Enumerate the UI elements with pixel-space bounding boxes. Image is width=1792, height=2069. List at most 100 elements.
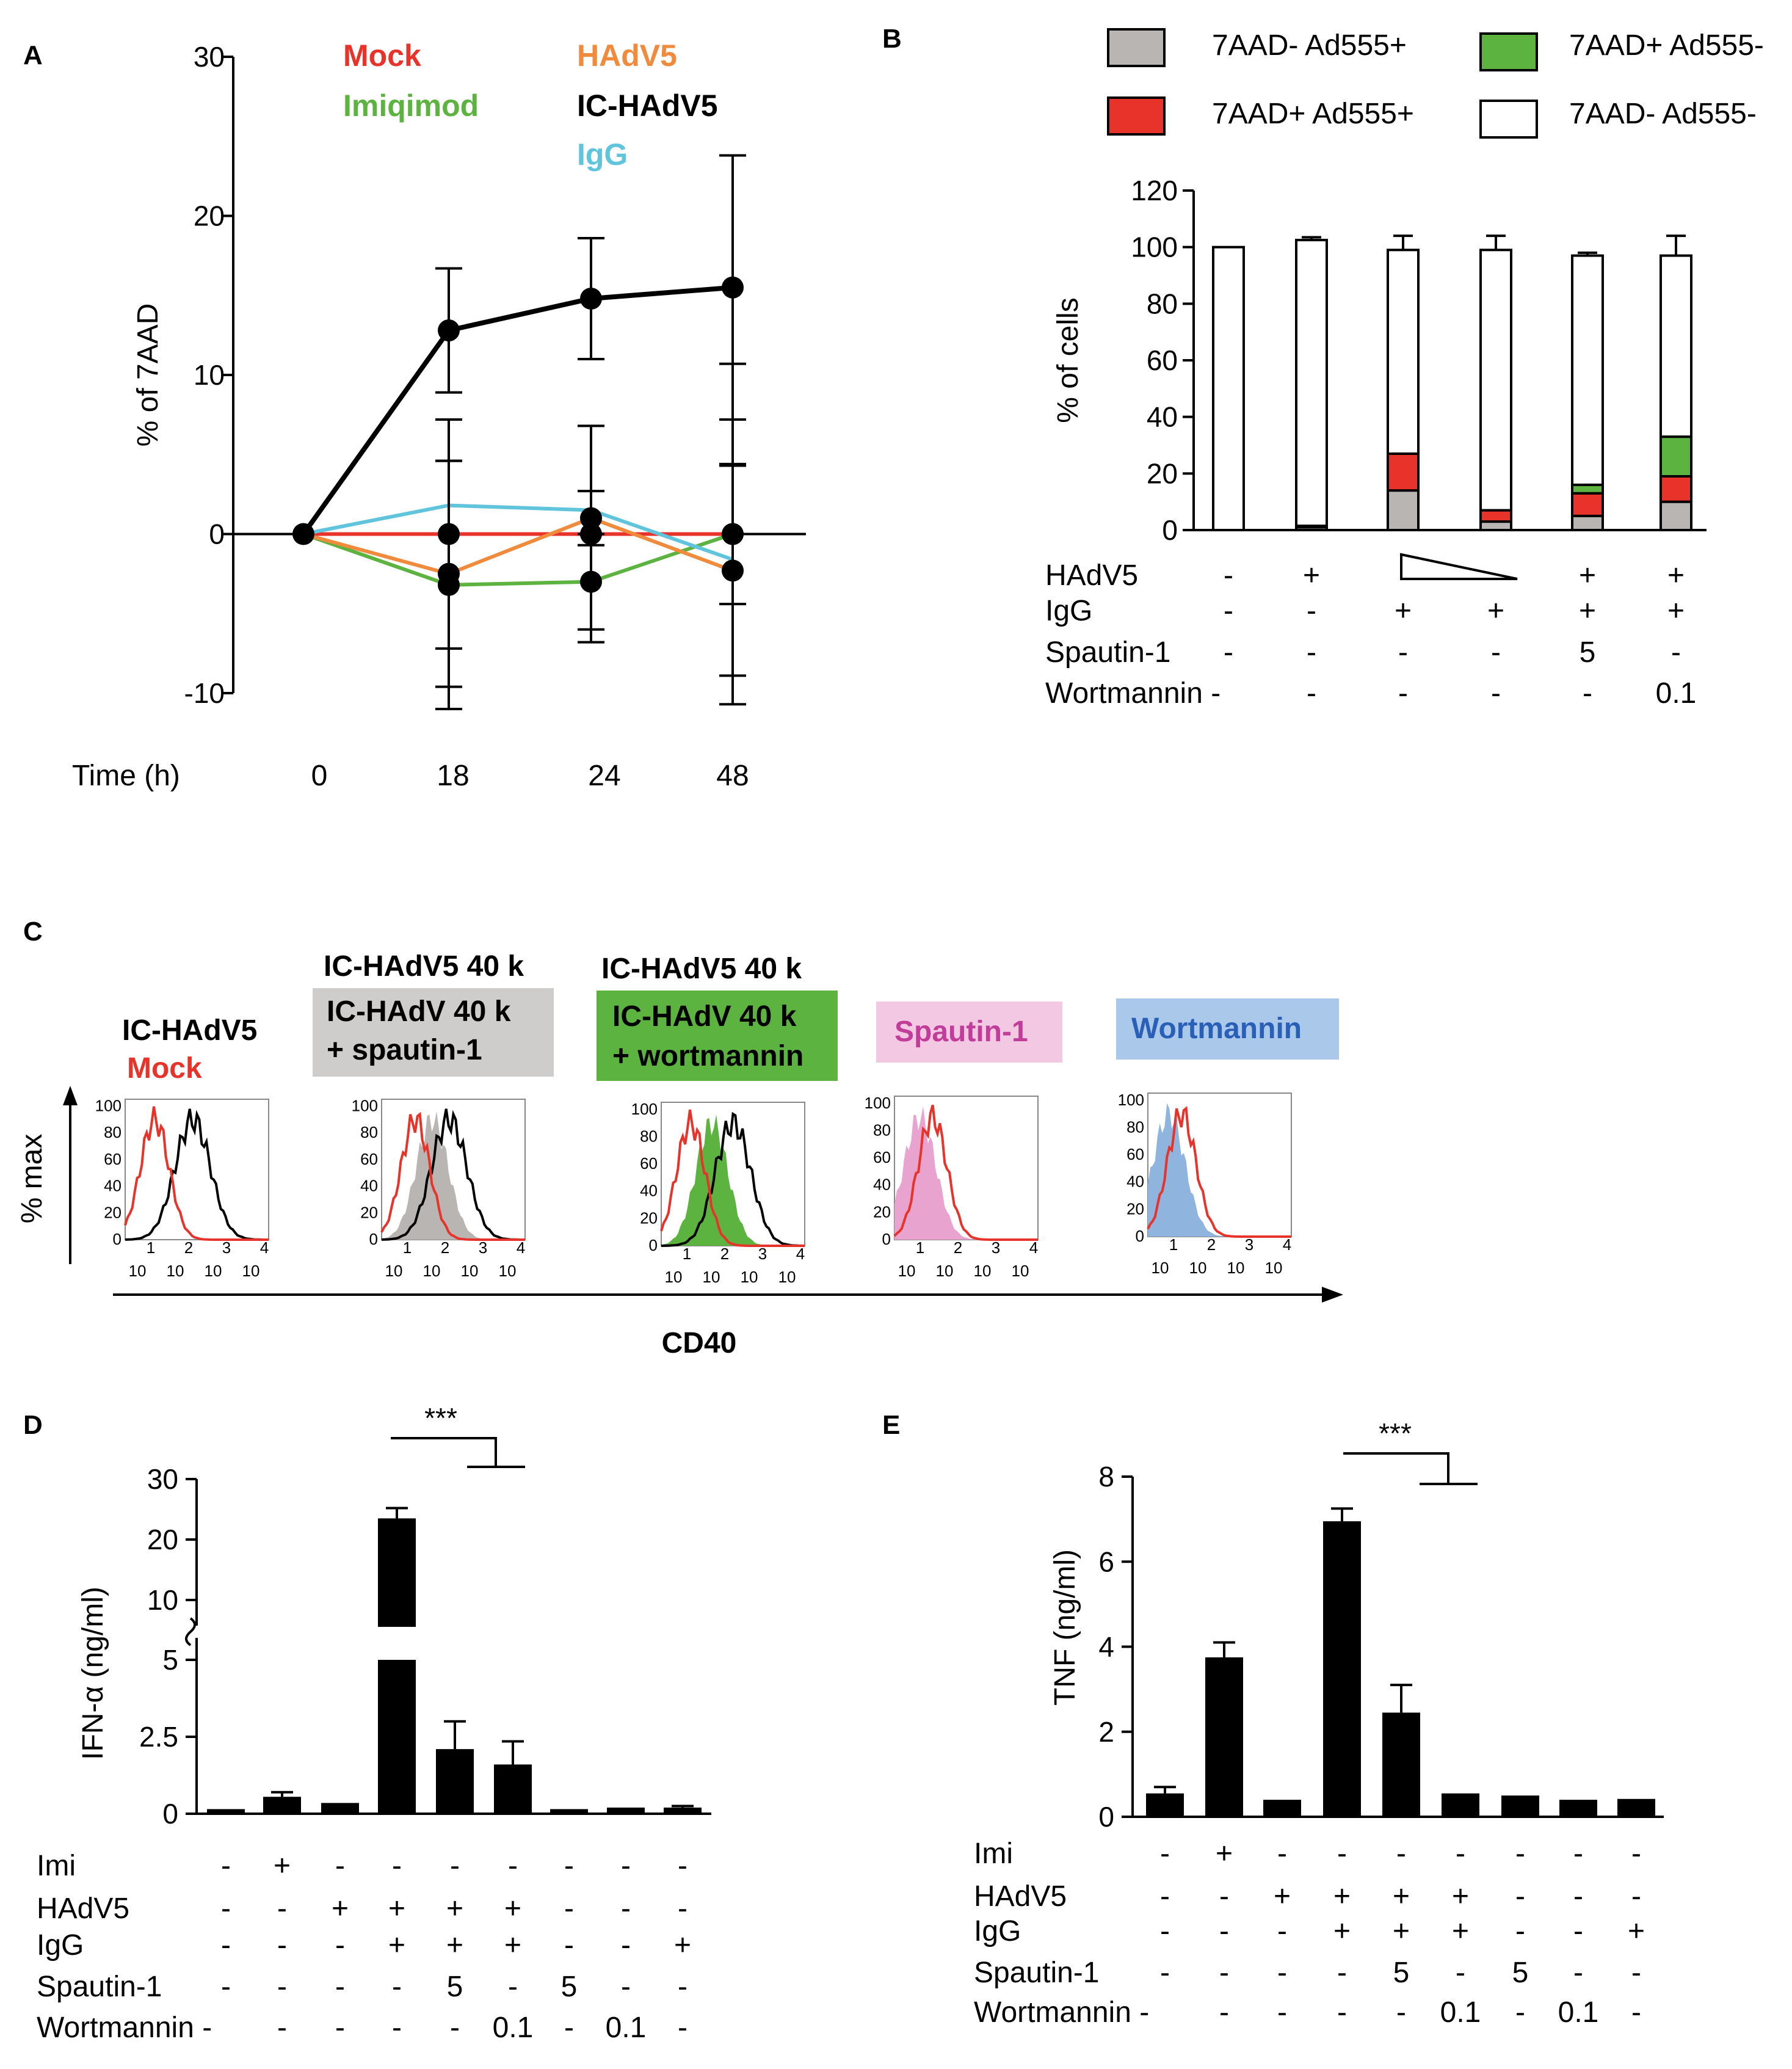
condition-value: + [504,1893,521,1925]
condition-value: 0.1 [1440,1996,1481,2029]
histogram-x-tick-base: 10 [741,1268,758,1286]
condition-value: - [1573,1880,1583,1913]
condition-row-label: Wortmannin - [37,2012,212,2044]
histogram-x-tick-base: 10 [1152,1259,1169,1277]
condition-row-label: Spautin-1 [37,1971,162,2003]
stacked-bar-segment [1571,254,1604,486]
condition-value: - [1160,1915,1170,1947]
bar [1146,1793,1184,1817]
condition-value: - [678,1850,687,1882]
histogram-x-tick-exp: 2 [184,1238,193,1257]
condition-value: 5 [1393,1957,1410,1989]
y-tick-label: 40 [1147,401,1178,433]
y-tick-label: 4 [1098,1631,1114,1663]
condition-value: - [1515,1880,1525,1913]
data-point-marker [580,287,602,310]
y-tick-label: 10 [147,1584,178,1616]
bar [1442,1793,1479,1817]
panel-letter-b: B [882,24,902,54]
condition-value: - [1337,1957,1347,1989]
condition-value: - [1398,636,1408,669]
bar [263,1797,301,1814]
bar [378,1660,416,1814]
panel-letter-a: A [23,40,43,70]
histogram-red-trace [893,1104,1038,1241]
condition-value: - [1337,1838,1347,1870]
histogram-y-tick: 80 [360,1123,378,1141]
legend-entry: IgG [577,137,628,172]
y-tick-label: 20 [1147,457,1178,489]
condition-value: - [450,1850,460,1882]
condition-value: - [1219,1880,1229,1913]
condition-value: + [1303,559,1320,592]
histogram-y-tick: 80 [104,1123,122,1141]
panel-b-stacked-bar-chart: 120 100 80 60 40 20 0 % of cells 7AAD- Ad555+ 7AA… [1045,28,1764,710]
histogram-y-tick: 20 [1126,1199,1144,1218]
y-tick-label: 0 [209,518,225,550]
histogram-x-tick-exp: 3 [758,1245,767,1263]
condition-value: - [621,1971,631,2003]
histogram-y-tick: 20 [873,1202,891,1221]
condition-value: - [1515,1915,1525,1947]
condition-value: + [1452,1915,1469,1947]
histogram-x-tick-base: 10 [461,1262,479,1280]
condition-row-label: Wortmannin - [974,1996,1149,2029]
bar [494,1764,532,1814]
condition-value: - [1396,1996,1406,2029]
condition-value: + [1628,1915,1645,1947]
y-tick-label: 5 [162,1644,178,1676]
bar [1205,1657,1243,1817]
histogram-x-tick-base: 10 [1189,1259,1207,1277]
histogram-red-trace [380,1111,525,1241]
condition-value: - [508,1971,518,2003]
y-axis-title: % of cells [1052,297,1084,423]
y-axis-title: % max [16,1134,48,1224]
legend-entry: Mock [343,38,421,73]
condition-value: - [1398,677,1408,710]
condition-value: - [1631,1996,1641,2029]
legend-swatch [1479,32,1538,71]
x-axis-title: CD40 [662,1327,737,1359]
y-axis-title: IFN-α (ng/ml) [77,1587,109,1760]
condition-value: + [388,1929,405,1962]
significance-label: *** [1379,1417,1412,1449]
condition-value: + [1452,1880,1469,1913]
stacked-bar-segment [1660,254,1692,438]
y-tick-label: 6 [1098,1546,1114,1577]
condition-value: 5 [561,1971,578,2003]
panel-letter-c: C [23,917,43,947]
condition-box [876,1002,1062,1063]
histogram-header: IC-HAdV5 40 k [601,953,802,985]
bar [607,1807,645,1814]
condition-value: - [335,2012,345,2044]
condition-value: - [1224,636,1233,669]
x-tick-label: 18 [437,760,469,792]
legend-swatch [1107,28,1166,67]
condition-value: - [678,1893,687,1925]
bar [1382,1712,1420,1817]
histogram-x-tick-exp: 1 [683,1245,691,1263]
condition-value: - [1219,1996,1229,2029]
histogram-title: IC-HAdV5 [122,1014,257,1047]
y-tick-label: 30 [194,41,225,73]
condition-value: - [564,1929,574,1962]
condition-value: - [564,1893,574,1925]
histogram-y-tick: 0 [882,1230,891,1248]
histogram-filled-population [1148,1103,1291,1237]
histogram-x-tick-base: 10 [205,1262,222,1280]
condition-row-label: Imi [974,1838,1013,1870]
histogram-y-tick: 60 [1126,1145,1144,1163]
histogram-y-tick: 80 [640,1127,658,1145]
condition-value: 0.1 [493,2012,534,2044]
histogram-y-tick: 100 [352,1097,378,1115]
y-tick-label: 120 [1131,175,1178,206]
condition-value: + [1579,595,1596,627]
condition-row-label: Wortmannin - [1045,677,1221,710]
legend-entry: HAdV5 [577,38,677,73]
condition-value: - [1277,1915,1287,1947]
condition-value: - [1396,1838,1406,1870]
y-axis-title: % of 7AAD [132,304,164,447]
histogram-y-tick: 0 [369,1230,378,1248]
histogram-x-tick-exp: 1 [147,1238,155,1257]
histogram-red-trace [124,1106,269,1241]
